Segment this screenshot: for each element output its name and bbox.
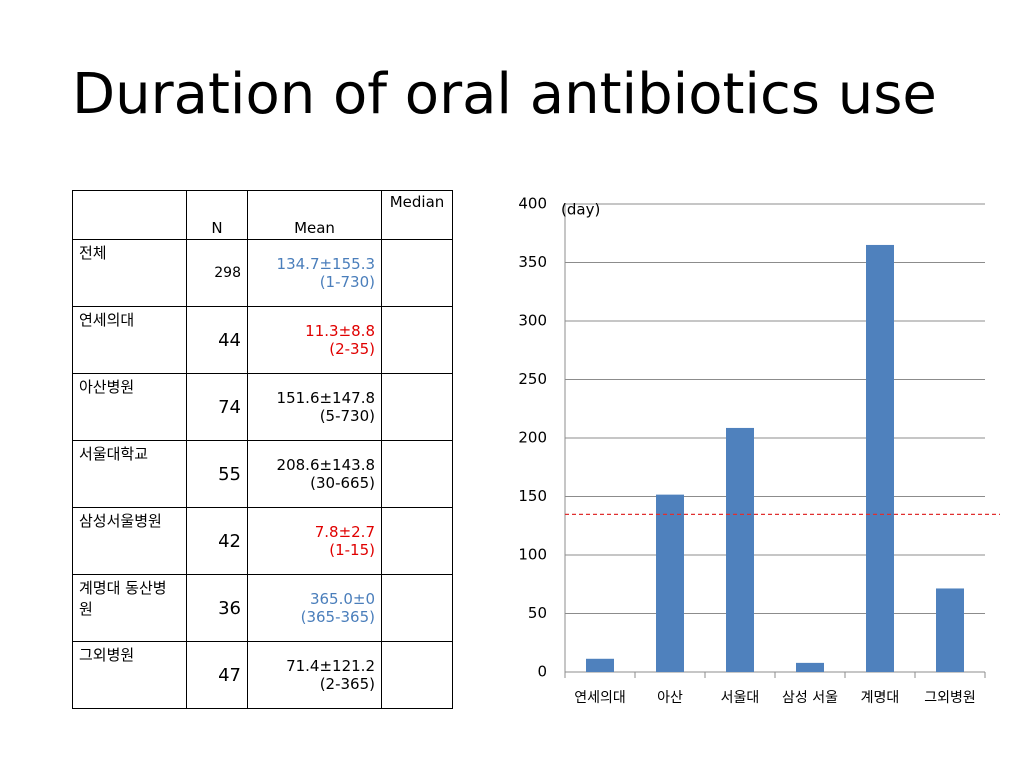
table-row: 삼성서울병원 42 7.8±2.7 (1-15) [72,507,453,575]
table-row: 서울대학교 55 208.6±143.8 (30-665) [72,440,453,508]
bar [586,658,614,672]
table-body: 전체 298 134.7±155.3 (1-730) 연세의대 44 11.3±8.8 (2-… [72,239,453,709]
y-tick-label: 400 [518,195,547,213]
mean-value: 7.8±2.7 [314,523,375,541]
mean-value: 208.6±143.8 [276,456,375,474]
mean-cell: 134.7±155.3 (1-730) [247,239,382,307]
median-cell [381,574,453,642]
row-label: 계명대 동산병원 [72,574,187,642]
median-cell [381,306,453,374]
range-value: (1-15) [329,541,375,559]
mean-value: 151.6±147.8 [276,389,375,407]
mean-cell: 365.0±0 (365-365) [247,574,382,642]
row-label: 서울대학교 [72,440,187,508]
median-cell [381,641,453,709]
table-row: 아산병원 74 151.6±147.8 (5-730) [72,373,453,441]
range-value: (2-365) [319,675,375,693]
table-row: 연세의대 44 11.3±8.8 (2-35) [72,306,453,374]
y-tick-label: 300 [518,312,547,330]
mean-value: 71.4±121.2 [286,657,375,675]
y-tick-label: 50 [528,604,547,622]
mean-cell: 151.6±147.8 (5-730) [247,373,382,441]
header-cell: N [186,190,248,240]
mean-cell: 71.4±121.2 (2-365) [247,641,382,709]
bar [866,244,894,672]
n-cell: 42 [186,507,248,575]
n-cell: 47 [186,641,248,709]
row-label: 그외병원 [72,641,187,709]
x-tick-label: 그외병원 [924,690,976,706]
x-tick-label: 연세의대 [574,690,626,706]
mean-value: 11.3±8.8 [305,322,375,340]
bar [936,588,964,672]
table-row: 전체 298 134.7±155.3 (1-730) [72,239,453,307]
x-tick-label: 아산 [657,690,683,706]
bar [726,427,754,672]
row-label: 연세의대 [72,306,187,374]
range-value: (1-730) [319,273,375,291]
slide-title: Duration of oral antibiotics use [72,62,937,127]
range-value: (5-730) [319,407,375,425]
range-value: (365-365) [300,608,375,626]
bar [796,662,824,672]
mean-cell: 11.3±8.8 (2-35) [247,306,382,374]
mean-value: 134.7±155.3 [276,255,375,273]
header-cell: Median [381,190,453,240]
bar [656,494,684,672]
mean-value: 365.0±0 [309,590,375,608]
n-cell: 44 [186,306,248,374]
table-row: 계명대 동산병원 36 365.0±0 (365-365) [72,574,453,642]
header-row: N Mean Median [72,190,453,240]
y-tick-label: 0 [537,663,547,681]
row-label: 아산병원 [72,373,187,441]
table-row: 그외병원 47 71.4±121.2 (2-365) [72,641,453,709]
x-tick-label: 계명대 [861,690,900,706]
y-unit-label: (day) [561,201,600,219]
y-tick-label: 100 [518,546,547,564]
y-tick-label: 150 [518,487,547,505]
median-cell [381,373,453,441]
median-cell [381,440,453,508]
x-tick-label: 삼성 서울 [782,690,838,706]
median-cell [381,239,453,307]
y-tick-label: 250 [518,370,547,388]
range-value: (2-35) [329,340,375,358]
data-table: N Mean Median 전체 298 134.7±155.3 (1-730) 연세의… [72,190,453,709]
header-cell [72,190,187,240]
y-tick-label: 200 [518,429,547,447]
n-cell: 74 [186,373,248,441]
range-value: (30-665) [310,474,375,492]
y-tick-label: 350 [518,253,547,271]
row-label: 삼성서울병원 [72,507,187,575]
x-tick-label: 서울대 [721,690,760,706]
